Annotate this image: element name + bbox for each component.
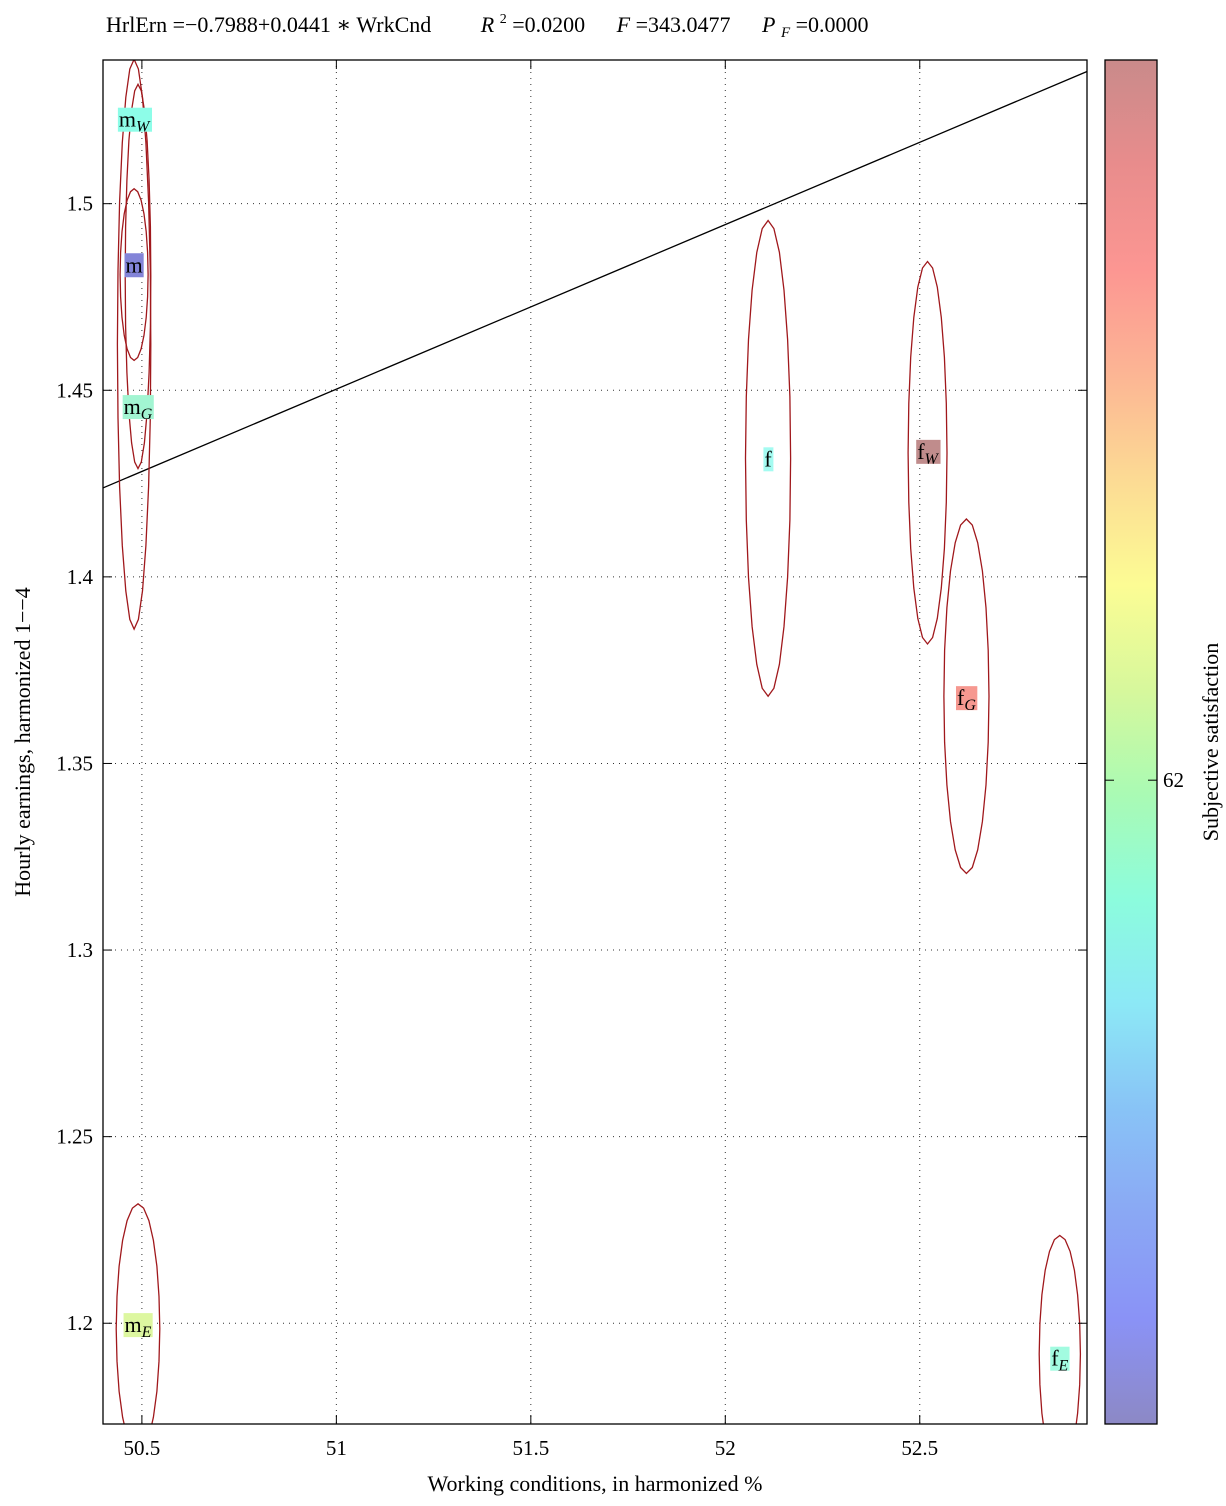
colorbar-frame xyxy=(1104,59,1158,1425)
chart-title: HrlErn =−0.7988+0.0441 ∗ WrkCnd R 2 =0.0… xyxy=(106,3,869,42)
label-mE: mE xyxy=(123,1312,153,1341)
label-fG: fG xyxy=(955,685,978,714)
label-fE-base: f xyxy=(1051,1346,1059,1371)
ellipse-mE xyxy=(115,1202,161,1424)
title-pf-sub: F xyxy=(780,25,791,41)
ellipse-f xyxy=(744,219,792,698)
colorbar xyxy=(1105,60,1157,1424)
y-tick-label: 1.4 xyxy=(67,565,94,589)
label-fW-bg xyxy=(916,439,941,464)
label-fG-bg xyxy=(955,686,978,711)
x-axis-title: Working conditions, in harmonized % xyxy=(428,1471,763,1496)
label-fG-base: f xyxy=(957,685,965,710)
x-tick-label: 51.5 xyxy=(512,1436,549,1460)
label-f-bg xyxy=(763,447,774,472)
label-m: m xyxy=(124,252,144,278)
label-f-base: f xyxy=(764,446,772,471)
label-mE-bg xyxy=(123,1313,153,1338)
x-tick-label: 52 xyxy=(715,1436,736,1460)
label-mG-sub: G xyxy=(141,406,153,423)
label-fW-sub: W xyxy=(925,451,940,468)
label-fW: fW xyxy=(916,439,941,468)
label-fE-sub: E xyxy=(1058,1358,1069,1375)
x-tick-label: 50.5 xyxy=(124,1436,161,1460)
label-mW-text: mW xyxy=(119,107,151,136)
label-f-text: f xyxy=(764,446,772,471)
ellipse-fE xyxy=(1038,1234,1082,1424)
title-r2-sup: 2 xyxy=(500,12,507,27)
colorbar-tick-label: 62 xyxy=(1163,768,1184,792)
label-fE: fE xyxy=(1050,1346,1070,1375)
label-fE-bg xyxy=(1050,1346,1070,1371)
label-mW-sub: W xyxy=(136,119,151,136)
regression-line-group xyxy=(103,70,1087,489)
y-axis-title: Hourly earnings, harmonized 1−−4 xyxy=(10,587,35,897)
plot-frame xyxy=(102,59,1088,1425)
colorbar-title: Subjective satisfaction xyxy=(1198,643,1223,842)
label-m-base: m xyxy=(126,252,143,277)
y-tick-label: 1.5 xyxy=(67,192,93,216)
label-mE-sub: E xyxy=(141,1324,152,1341)
grid xyxy=(103,60,1087,1424)
y-tick-label: 1.3 xyxy=(67,938,93,962)
label-fG-text: fG xyxy=(957,685,976,714)
label-mW-base: m xyxy=(119,107,136,132)
ellipse-m xyxy=(119,187,149,362)
regression-line xyxy=(103,70,1087,489)
label-m-bg xyxy=(124,253,144,278)
title-equation: HrlErn =−0.7988+0.0441 ∗ WrkCnd xyxy=(106,12,431,37)
label-mE-base: m xyxy=(125,1312,142,1337)
label-mW: mW xyxy=(117,107,153,136)
label-f: f xyxy=(763,446,774,472)
ellipse-fG xyxy=(943,518,990,875)
ellipse-fW xyxy=(907,260,948,646)
title-f-value: =343.0477 xyxy=(636,12,731,37)
ellipse-mG xyxy=(124,82,152,471)
label-fG-sub: G xyxy=(964,697,976,714)
label-mG-base: m xyxy=(124,394,141,419)
colorbar-ticks: 62 xyxy=(1105,768,1184,792)
label-mG: mG xyxy=(122,394,154,423)
title-r2-value: =0.0200 xyxy=(512,12,585,37)
title-pf-symbol: P xyxy=(761,12,775,37)
x-tick-label: 51 xyxy=(326,1436,347,1460)
title-f-symbol: F xyxy=(616,12,631,37)
label-mE-text: mE xyxy=(125,1312,152,1341)
y-tick-label: 1.25 xyxy=(56,1125,93,1149)
label-fW-base: f xyxy=(917,439,925,464)
ellipses xyxy=(115,60,1082,1424)
axis-ticks: 50.5 51 51.5 52 52.5 1.2 1.25 1.3 1.35 1.4 1.45 1.5 xyxy=(56,60,1087,1460)
x-tick-label: 52.5 xyxy=(901,1436,938,1460)
y-tick-label: 1.35 xyxy=(56,751,93,775)
label-mG-text: mG xyxy=(124,394,153,423)
ellipse-mW xyxy=(116,60,152,631)
label-fW-text: fW xyxy=(917,439,939,468)
label-fE-text: fE xyxy=(1051,1346,1068,1375)
label-m-text: m xyxy=(126,252,143,277)
y-tick-label: 1.2 xyxy=(67,1311,93,1335)
y-tick-label: 1.45 xyxy=(56,378,93,402)
title-r2-symbol: R xyxy=(480,12,495,37)
title-pf-value: =0.0000 xyxy=(796,12,869,37)
label-mG-bg xyxy=(122,395,154,420)
label-mW-bg xyxy=(117,107,153,132)
